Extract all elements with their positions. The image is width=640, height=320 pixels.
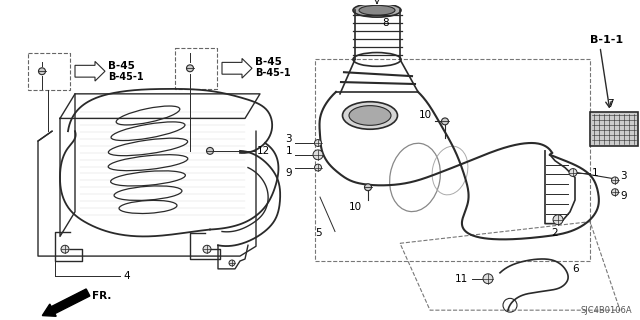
- Polygon shape: [222, 59, 252, 78]
- Bar: [28, 52, 70, 90]
- Text: B-45: B-45: [255, 57, 282, 68]
- Text: FR.: FR.: [92, 292, 111, 301]
- Text: 3: 3: [285, 134, 292, 144]
- Text: 10: 10: [419, 110, 432, 120]
- Text: 6: 6: [572, 264, 579, 274]
- Text: SJC4B0106A: SJC4B0106A: [580, 306, 632, 315]
- FancyArrow shape: [42, 289, 90, 316]
- Text: 12: 12: [257, 146, 270, 156]
- Circle shape: [314, 164, 321, 171]
- Polygon shape: [75, 61, 105, 81]
- Text: 10: 10: [348, 202, 362, 212]
- Text: 9: 9: [285, 167, 292, 178]
- Text: 4: 4: [123, 271, 130, 281]
- Ellipse shape: [342, 102, 397, 129]
- Circle shape: [569, 169, 577, 176]
- Bar: [175, 48, 217, 89]
- Circle shape: [203, 245, 211, 253]
- Circle shape: [314, 140, 321, 147]
- Text: B-45: B-45: [108, 61, 135, 71]
- Circle shape: [611, 189, 618, 196]
- Circle shape: [38, 68, 45, 75]
- Text: B-1-1: B-1-1: [590, 35, 623, 45]
- Text: 8: 8: [382, 18, 388, 28]
- Circle shape: [229, 260, 235, 266]
- Text: 7: 7: [607, 99, 613, 109]
- Text: 1: 1: [592, 167, 598, 178]
- Circle shape: [365, 184, 371, 191]
- Text: B-45-1: B-45-1: [255, 68, 291, 78]
- Circle shape: [186, 65, 193, 72]
- Text: 5: 5: [315, 228, 321, 238]
- Circle shape: [313, 150, 323, 160]
- Circle shape: [207, 148, 214, 154]
- Ellipse shape: [353, 4, 401, 17]
- Circle shape: [61, 245, 69, 253]
- Text: 1: 1: [285, 146, 292, 156]
- Circle shape: [611, 177, 618, 184]
- Ellipse shape: [359, 5, 395, 15]
- Text: 3: 3: [620, 172, 627, 181]
- Bar: [590, 112, 638, 146]
- Text: B-45-1: B-45-1: [108, 72, 143, 82]
- Circle shape: [553, 215, 563, 225]
- Text: 9: 9: [620, 191, 627, 201]
- Text: 2: 2: [552, 228, 558, 238]
- Ellipse shape: [349, 106, 391, 125]
- Bar: [315, 60, 590, 261]
- Circle shape: [442, 118, 449, 125]
- Circle shape: [483, 274, 493, 284]
- Text: 11: 11: [455, 274, 468, 284]
